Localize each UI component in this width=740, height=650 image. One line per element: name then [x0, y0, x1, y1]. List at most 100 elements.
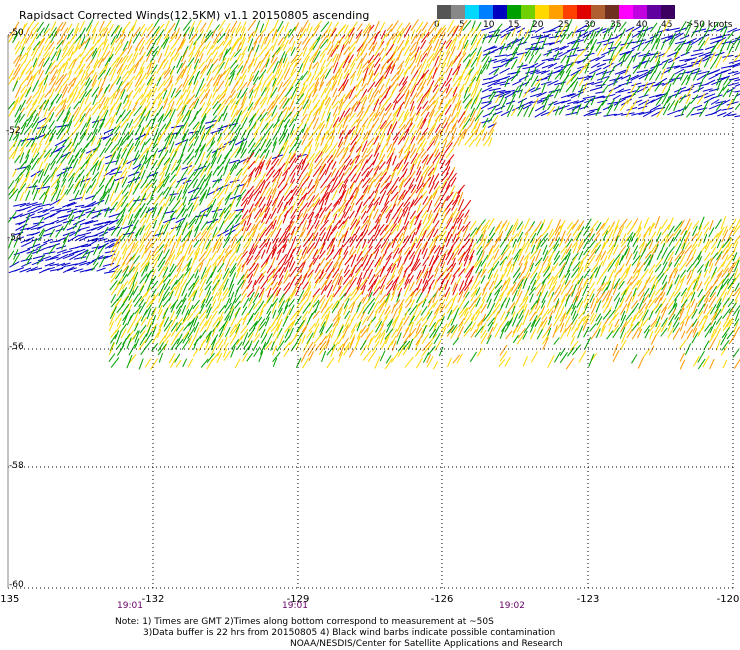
wind-barb	[110, 93, 116, 105]
wind-barb	[384, 104, 394, 116]
wind-barb	[158, 289, 164, 303]
wind-barb	[367, 59, 375, 69]
wind-barb	[242, 297, 250, 309]
wind-barb	[271, 246, 278, 260]
wind-barb	[360, 109, 369, 122]
wind-barb	[210, 310, 218, 320]
wind-barb	[206, 154, 211, 164]
wind-barb	[12, 80, 19, 92]
wind-barb	[223, 203, 232, 214]
wind-barb	[374, 218, 380, 230]
wind-barb	[312, 310, 320, 319]
wind-barb	[140, 190, 148, 201]
wind-barb	[162, 266, 169, 278]
wind-barb	[258, 275, 265, 284]
wind-barb	[198, 262, 204, 272]
wind-barb	[667, 51, 678, 57]
wind-barb	[632, 237, 639, 248]
wind-barb	[457, 134, 464, 147]
wind-barb	[511, 261, 516, 273]
wind-barb	[204, 162, 211, 172]
wind-barb	[451, 199, 458, 211]
wind-barb	[169, 48, 177, 57]
wind-barb	[349, 21, 358, 34]
wind-barb	[169, 263, 175, 273]
wind-barb	[102, 170, 108, 181]
wind-barb	[133, 105, 143, 117]
wind-barb	[368, 172, 378, 184]
wind-barb	[19, 211, 33, 218]
wind-barb	[307, 65, 312, 75]
wind-barb	[254, 95, 262, 106]
wind-barb	[348, 94, 357, 105]
wind-barb	[170, 302, 176, 313]
wind-barb	[116, 76, 122, 85]
wind-barb	[511, 27, 516, 38]
wind-barb	[445, 166, 451, 176]
wind-barb	[452, 66, 460, 76]
wind-barb	[716, 73, 722, 86]
wind-barb	[43, 213, 56, 220]
wind-barb	[381, 58, 390, 70]
wind-barb	[36, 124, 44, 135]
wind-barb	[116, 67, 123, 79]
wind-barb	[188, 136, 196, 146]
wind-barb	[409, 100, 415, 111]
wind-barb	[254, 161, 263, 172]
wind-barb	[519, 52, 526, 64]
wind-barb	[530, 70, 541, 75]
wind-barb	[420, 105, 430, 117]
wind-barb	[626, 56, 634, 69]
wind-barb	[530, 75, 539, 88]
wind-barb	[655, 38, 661, 50]
wind-barb	[241, 87, 249, 98]
wind-barb	[84, 93, 90, 105]
wind-barb	[116, 195, 125, 207]
wind-barb	[85, 251, 91, 260]
wind-barb	[680, 236, 689, 249]
wind-barb	[642, 26, 649, 38]
wind-barb	[31, 203, 43, 207]
wind-barb	[86, 131, 93, 141]
wind-barb	[193, 203, 199, 212]
wind-barb	[252, 298, 263, 310]
wind-barb	[398, 171, 407, 182]
wind-barb	[517, 36, 524, 49]
wind-barb	[13, 238, 19, 248]
wind-barb	[684, 25, 692, 39]
wind-barb	[193, 239, 200, 248]
wind-barb	[462, 221, 471, 232]
wind-barb	[601, 297, 610, 309]
wind-barb	[258, 59, 263, 69]
wind-barb	[145, 110, 151, 122]
wind-barb	[391, 258, 399, 268]
wind-barb	[420, 31, 430, 43]
wind-barb	[650, 244, 657, 254]
wind-barb	[350, 202, 355, 212]
wind-barb	[258, 221, 266, 231]
colorbar-swatch	[437, 5, 451, 19]
wind-barb	[296, 165, 302, 176]
wind-barb	[182, 45, 189, 58]
wind-barb	[722, 241, 731, 253]
wind-barb	[366, 221, 371, 232]
wind-barb	[655, 70, 662, 81]
wind-barb	[734, 115, 740, 118]
wind-barb	[368, 124, 375, 136]
wind-barb	[110, 195, 120, 207]
wind-barb	[163, 273, 171, 283]
wind-barb	[93, 243, 100, 256]
wind-barb	[379, 274, 386, 284]
wind-barb	[73, 189, 80, 201]
wind-barb	[176, 55, 183, 69]
wind-barb	[224, 220, 234, 232]
wind-barb	[168, 133, 175, 145]
wind-barb	[78, 56, 85, 69]
wind-barb	[372, 31, 379, 45]
wind-barb	[79, 113, 86, 123]
wind-barb	[163, 66, 171, 76]
wind-barb	[109, 201, 119, 214]
wind-barb	[36, 21, 45, 33]
wind-barb	[432, 228, 439, 238]
wind-barb	[247, 137, 255, 148]
